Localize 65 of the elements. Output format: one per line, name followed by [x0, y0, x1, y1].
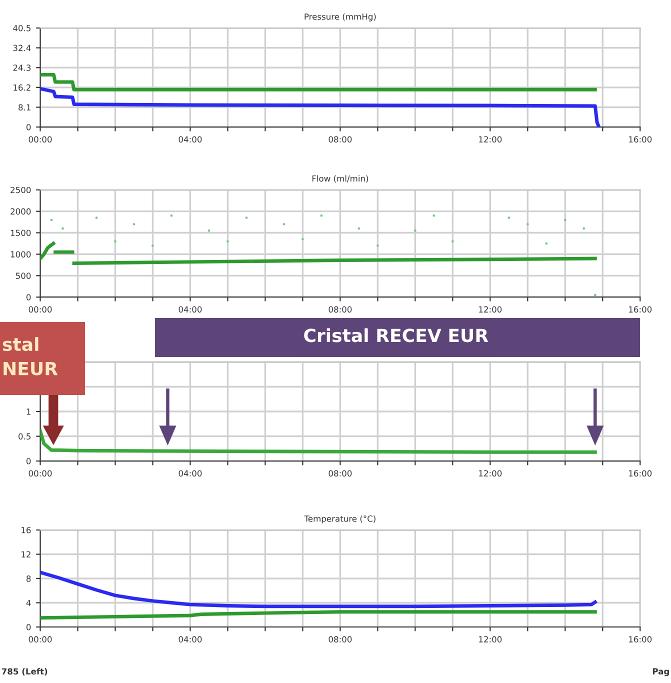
x-tick-label: 04:00	[178, 636, 202, 642]
point	[282, 222, 286, 226]
text: Pag	[652, 668, 669, 676]
y-tick-label: 24.3	[13, 64, 31, 71]
point	[208, 229, 210, 232]
y-tick-label: 0	[26, 458, 31, 464]
x-tick-label: 08:00	[328, 470, 352, 477]
x-tick-label: 12:00	[479, 306, 502, 313]
x-tick-label: 00:00	[28, 470, 52, 477]
point	[564, 218, 566, 222]
y-tick-label: 0	[26, 124, 31, 130]
line-series	[40, 430, 597, 454]
point	[526, 222, 529, 226]
y-tick-label: 1500	[10, 230, 31, 236]
point	[594, 294, 596, 296]
y-tick-label: 8	[26, 575, 31, 582]
y-tick-label: 2000	[10, 208, 31, 215]
text: Cristal RECEV EUR	[304, 328, 488, 342]
point	[376, 244, 379, 247]
point	[50, 218, 53, 222]
y-tick-label: 16	[22, 526, 31, 534]
point	[320, 214, 323, 217]
x-tick-label: 12:00	[479, 136, 502, 143]
x-tick-label: 04:00	[178, 306, 202, 313]
annotation: stal NEUR	[2, 337, 58, 376]
x-tick-label: 04:00	[178, 470, 202, 477]
line-series	[40, 610, 597, 620]
y-tick-label: 0	[26, 624, 31, 630]
y-tick-label: 12	[22, 551, 30, 558]
y-tick-label: 2500	[10, 186, 31, 194]
x-tick-label: 00:00	[28, 306, 52, 313]
line-series	[40, 86, 601, 128]
x-tick-label: 00:00	[28, 136, 52, 143]
y-tick-label: 4	[26, 600, 31, 606]
y-tick-label: 8.1	[18, 104, 30, 111]
point	[582, 227, 586, 230]
x-tick-label: 12:00	[479, 470, 502, 477]
text: 785 (Left)	[2, 668, 48, 676]
y-tick-label: 32.4	[13, 44, 31, 52]
y-tick-label: 40.5	[13, 24, 31, 32]
x-tick-label: 08:00	[328, 306, 352, 313]
line-series	[40, 570, 597, 608]
y-tick-label: 0	[26, 294, 31, 300]
chart-title: Temperature (°C)	[304, 515, 376, 524]
point	[432, 214, 436, 217]
x-tick-label: 12:00	[479, 636, 502, 642]
y-tick-label: 16.2	[14, 84, 30, 91]
x-tick-label: 08:00	[328, 636, 352, 642]
y-tick-label: 0.5	[18, 433, 31, 440]
x-tick-label: 16:00	[629, 636, 652, 642]
y-tick-label: 1	[26, 408, 30, 415]
x-tick-label: 00:00	[28, 636, 52, 642]
x-tick-label: 08:00	[328, 136, 352, 143]
x-tick-label: 16:00	[629, 306, 652, 313]
chart-title: Pressure (mmHg)	[304, 13, 376, 22]
x-tick-label: 16:00	[629, 136, 652, 143]
chart-title: Flow (ml/min)	[312, 175, 368, 183]
point	[414, 229, 416, 232]
x-tick-label: 16:00	[629, 470, 652, 477]
point	[451, 240, 454, 243]
y-tick-label: 1000	[10, 251, 31, 258]
x-tick-label: 04:00	[178, 136, 202, 143]
point	[170, 214, 173, 217]
point	[545, 242, 548, 245]
y-tick-label: 500	[16, 272, 31, 279]
